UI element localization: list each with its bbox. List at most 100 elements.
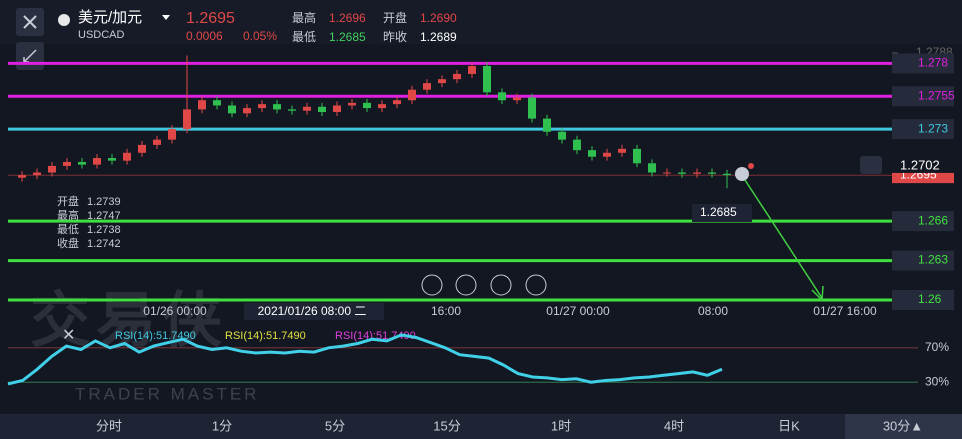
level-label: 1.266 <box>918 213 948 227</box>
candle-body <box>153 139 161 145</box>
candle-body <box>213 100 221 106</box>
candle-body <box>528 97 536 119</box>
tooltip: 1.2685 <box>700 205 737 219</box>
candle-body <box>348 102 356 106</box>
tab-active[interactable] <box>845 414 962 439</box>
level-label: 1.2755 <box>918 88 955 102</box>
candle-body <box>648 163 656 173</box>
stat-label: 开盘 <box>383 10 407 25</box>
candle-body <box>618 148 626 153</box>
time-label: 01/27 16:00 <box>813 304 877 318</box>
level-label-box <box>892 119 954 140</box>
candle-body <box>18 175 26 178</box>
level-label: 1.26 <box>918 292 942 306</box>
tab[interactable]: 日K <box>778 418 800 433</box>
candle-body <box>588 150 596 157</box>
nav-button[interactable] <box>490 274 512 296</box>
stat-label: 昨收 <box>383 30 407 44</box>
candle-body <box>78 161 86 165</box>
level-label: 1.273 <box>918 121 948 135</box>
candle-body <box>333 105 341 113</box>
candle-body <box>708 172 716 174</box>
change: 0.0006 <box>186 29 223 43</box>
tooltip-box <box>692 204 752 222</box>
rsi-line <box>7 333 723 386</box>
level-label-box <box>892 290 954 310</box>
level-label-box <box>892 211 954 232</box>
dropdown-arrow[interactable] <box>162 15 170 20</box>
ohlc-value: 1.2738 <box>87 224 121 236</box>
flag <box>58 14 70 26</box>
header-bar <box>0 0 962 44</box>
ohlc-value: 1.2739 <box>87 196 121 208</box>
level-label-box <box>892 53 954 74</box>
tab[interactable]: 30分▲ <box>883 418 923 433</box>
info-dot <box>748 163 754 169</box>
candle-body <box>183 109 191 130</box>
level-label-box <box>892 250 954 271</box>
watermark: 交易侠 <box>30 287 228 354</box>
candle-body <box>363 102 371 109</box>
candle-body <box>63 161 71 166</box>
candle-body <box>663 172 671 174</box>
cursor-price-box <box>892 156 954 173</box>
candle-body <box>48 165 56 173</box>
time-label: 2021/01/26 08:00 二 <box>258 304 367 318</box>
level-label: 1.278 <box>918 56 948 70</box>
candle-body <box>558 131 566 140</box>
nav-button[interactable] <box>421 274 443 296</box>
candle-body <box>288 109 296 111</box>
candle-body <box>243 108 251 114</box>
level-label-box <box>892 86 954 107</box>
candle-body <box>258 104 266 109</box>
ohlc-label: 最低 <box>57 223 79 236</box>
candle-body <box>423 83 431 90</box>
tab[interactable]: 4时 <box>664 418 684 433</box>
candle-body <box>723 173 731 176</box>
ohlc-value: 1.2747 <box>87 210 121 222</box>
tab[interactable]: 5分 <box>325 418 345 433</box>
symbol[interactable]: 美元/加元 <box>78 9 142 26</box>
alert-button[interactable] <box>860 156 882 174</box>
rsi-tick-label: 30% <box>925 374 949 388</box>
stat-label: 最高 <box>292 10 316 25</box>
candle-body <box>438 79 446 84</box>
ohlc-label: 开盘 <box>57 194 79 208</box>
tab-bar <box>0 414 962 439</box>
candle-body <box>393 100 401 105</box>
change-pct: 0.05% <box>243 29 277 43</box>
tab[interactable]: 15分 <box>433 418 460 433</box>
cursor-price-label: 1.2702 <box>900 157 940 172</box>
ohlc-value: 1.2742 <box>87 238 121 250</box>
candle-body <box>123 152 131 161</box>
candle-body <box>693 172 701 174</box>
price: 1.2695 <box>186 10 235 27</box>
candle-body <box>543 118 551 132</box>
watermark-sub: TRADER MASTER <box>75 384 259 403</box>
candle-body <box>633 148 641 164</box>
candle-body <box>198 100 206 110</box>
candle-body <box>228 105 236 114</box>
stat-label: 最低 <box>292 30 316 44</box>
info-icon[interactable] <box>735 167 749 181</box>
ohlc-label: 收盘 <box>57 236 79 250</box>
stat-value: 1.2696 <box>329 11 366 25</box>
tab[interactable]: 1分 <box>212 418 232 433</box>
nav-button[interactable] <box>455 274 477 296</box>
time-label: 08:00 <box>698 304 728 318</box>
candle-body <box>453 73 461 80</box>
tab[interactable]: 分时 <box>96 418 122 433</box>
candle-body <box>498 92 506 101</box>
rsi-tick-label: 70% <box>925 340 949 354</box>
tab[interactable]: 1时 <box>551 418 571 433</box>
rsi-legend: RSI(14):51.7490 <box>115 330 196 342</box>
stat-value: 1.2685 <box>329 30 366 44</box>
candle-body <box>303 106 311 111</box>
rsi-close: ✕ <box>62 327 75 344</box>
candle-body <box>513 97 521 101</box>
candle-body <box>168 129 176 140</box>
ohlc-label: 最高 <box>57 208 79 222</box>
time-cursor-box <box>244 303 384 320</box>
nav-button[interactable] <box>525 274 547 296</box>
